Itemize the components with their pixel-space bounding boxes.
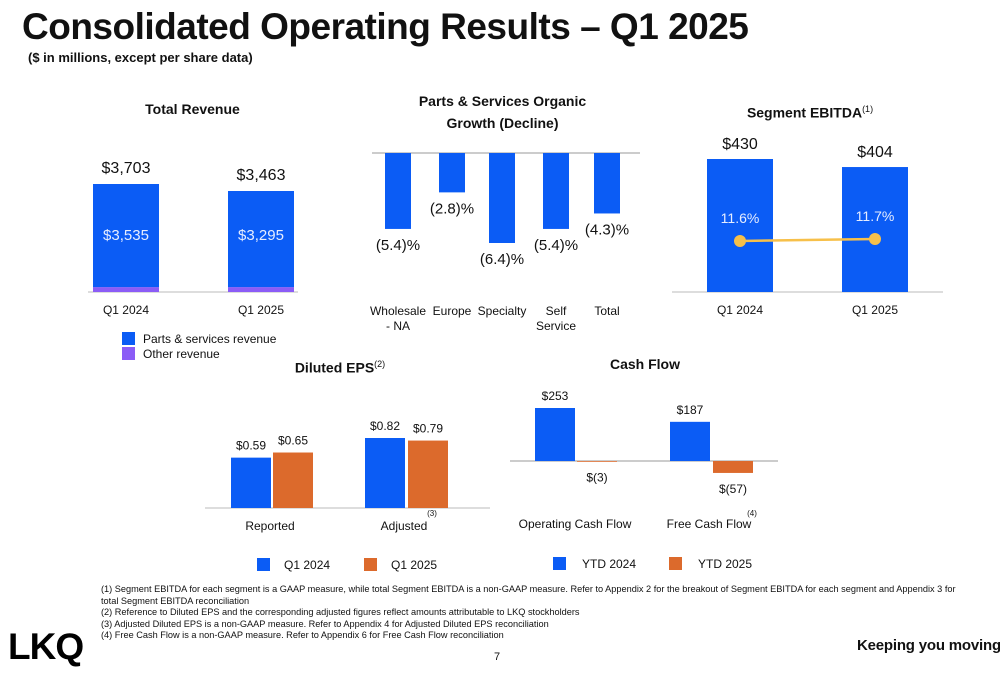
- eps-value-label: $0.65: [278, 434, 308, 448]
- cash-flow-title: Cash Flow: [609, 356, 680, 372]
- revenue-legend-other: Other revenue: [122, 347, 220, 361]
- growth-category-label: Service: [536, 319, 576, 333]
- growth-category-label: Europe: [433, 304, 472, 318]
- growth-value-label: (5.4)%: [376, 237, 420, 254]
- legend-swatch-blue: [257, 558, 270, 571]
- revenue-total-label: $3,703: [102, 160, 151, 177]
- cash-legend-ytd-2025: YTD 2025: [669, 557, 752, 571]
- footnote-2: (2) Reference to Diluted EPS and the cor…: [101, 607, 580, 618]
- cash-value-label: $253: [542, 389, 569, 403]
- ebitda-margin-line: [739, 237, 876, 243]
- growth-category-label: - NA: [386, 319, 410, 333]
- eps-category-label: Adjusted: [381, 519, 428, 533]
- growth-bar: [489, 153, 515, 243]
- growth-category-label: Total: [594, 304, 619, 318]
- ebitda-bar: [842, 167, 908, 292]
- revenue-total-label: $3,463: [237, 167, 286, 184]
- growth-bar: [543, 153, 569, 229]
- revenue-category-label: Q1 2025: [238, 303, 284, 317]
- eps-bar: [273, 452, 313, 508]
- cash-category-label: Free Cash Flow: [667, 517, 752, 531]
- growth-bar: [594, 153, 620, 214]
- ebitda-margin-point: [734, 235, 746, 247]
- eps-category-note: (3): [427, 509, 437, 518]
- revenue-parts-label: $3,295: [238, 227, 284, 244]
- segment-ebitda-title: Segment EBITDA(1): [746, 104, 874, 121]
- cash-value-label: $187: [677, 403, 704, 417]
- growth-bar: [439, 153, 465, 193]
- footnote-1: (1) Segment EBITDA for each segment is a…: [101, 584, 956, 606]
- ebitda-margin-label: 11.6%: [721, 210, 760, 226]
- cash-category-note: (4): [747, 509, 757, 518]
- cash-category-label: Operating Cash Flow: [519, 517, 632, 531]
- page-title: Consolidated Operating Results – Q1 2025: [22, 6, 749, 47]
- growth-bar: [385, 153, 411, 229]
- cash-value-label: $(57): [719, 482, 747, 496]
- eps-bar: [231, 457, 271, 508]
- legend-swatch-blue: [122, 332, 135, 345]
- growth-category-label: Self: [546, 304, 567, 318]
- revenue-bar-parts: [228, 190, 294, 288]
- ebitda-category-label: Q1 2025: [852, 303, 898, 317]
- ebitda-category-label: Q1 2024: [717, 303, 763, 317]
- eps-value-label: $0.82: [370, 419, 400, 433]
- legend-swatch-purple: [122, 347, 135, 360]
- footnote-4: (4) Free Cash Flow is a non-GAAP measure…: [101, 630, 504, 641]
- eps-bar: [408, 440, 448, 508]
- growth-value-label: (4.3)%: [585, 221, 629, 238]
- total-revenue-title: Total Revenue: [145, 101, 240, 117]
- growth-value-label: (6.4)%: [480, 251, 524, 268]
- footnote-3: (3) Adjusted Diluted EPS is a non-GAAP m…: [101, 618, 549, 629]
- page-subtitle: ($ in millions, except per share data): [28, 50, 253, 65]
- eps-bar: [365, 438, 405, 508]
- ebitda-margin-label: 11.7%: [856, 208, 895, 224]
- tagline: Keeping you moving: [857, 637, 1000, 654]
- revenue-parts-label: $3,535: [103, 227, 149, 244]
- growth-value-label: (5.4)%: [534, 237, 578, 254]
- logo-text: LKQ: [8, 626, 83, 667]
- footnotes: (1) Segment EBITDA for each segment is a…: [101, 584, 961, 642]
- revenue-category-label: Q1 2024: [103, 303, 149, 317]
- revenue-bar-other: [93, 287, 159, 292]
- ebitda-margin-point: [869, 233, 881, 245]
- eps-value-label: $0.79: [413, 422, 443, 436]
- cash-legend-ytd-2024: YTD 2024: [553, 557, 636, 571]
- lkq-logo: LKQ: [8, 626, 84, 667]
- revenue-bar-other: [228, 287, 294, 292]
- eps-value-label: $0.59: [236, 439, 266, 453]
- page-number: 7: [494, 651, 501, 663]
- diluted-eps-title: Diluted EPS(2): [294, 359, 386, 376]
- ebitda-value-label: $404: [857, 144, 893, 161]
- cash-value-label: $(3): [586, 471, 607, 485]
- eps-category-label: Reported: [245, 519, 294, 533]
- ebitda-value-label: $430: [722, 136, 758, 153]
- cash-bar: [535, 408, 575, 461]
- growth-value-label: (2.8)%: [430, 200, 474, 217]
- growth-category-label: Wholesale: [370, 304, 426, 318]
- ebitda-bar: [707, 159, 773, 292]
- eps-legend-q1-2024: Q1 2024: [257, 558, 330, 572]
- revenue-legend-parts: Parts & services revenue: [122, 332, 276, 346]
- cash-bar: [670, 421, 710, 461]
- eps-legend-q1-2025: Q1 2025: [364, 558, 437, 572]
- cash-bar: [577, 461, 617, 462]
- legend-swatch-blue: [553, 557, 566, 570]
- organic-growth-title: Parts & Services Organic Growth (Decline…: [418, 93, 587, 131]
- legend-swatch-orange: [669, 557, 682, 570]
- revenue-bar-parts: [93, 184, 159, 288]
- growth-category-label: Specialty: [478, 304, 527, 318]
- cash-bar: [713, 461, 753, 473]
- legend-swatch-orange: [364, 558, 377, 571]
